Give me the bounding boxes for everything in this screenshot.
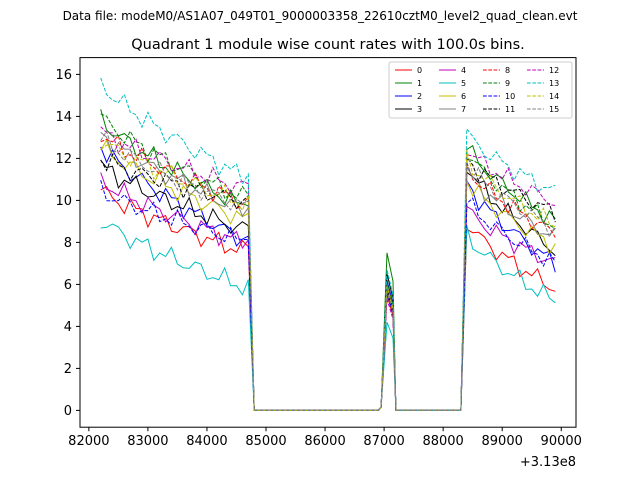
x-tick-label: 83000 bbox=[127, 434, 168, 449]
x-tick-label: 89000 bbox=[482, 434, 523, 449]
series-line-2 bbox=[100, 146, 556, 411]
chart-suptitle: Data file: modeM0/AS1A07_049T01_90000033… bbox=[63, 9, 578, 23]
legend-label-1: 1 bbox=[417, 79, 422, 88]
legend-label-13: 13 bbox=[549, 79, 559, 88]
series-line-9 bbox=[100, 113, 556, 411]
y-tick-label: 14 bbox=[55, 110, 72, 125]
x-tick-label: 88000 bbox=[422, 434, 463, 449]
legend-label-2: 2 bbox=[417, 92, 422, 101]
y-tick-label: 12 bbox=[55, 152, 72, 167]
x-tick-label: 82000 bbox=[68, 434, 109, 449]
y-tick-label: 2 bbox=[64, 362, 72, 377]
y-axis: 0 2 4 6 8 10 12 14 16 bbox=[55, 68, 80, 419]
legend-label-9: 9 bbox=[505, 79, 510, 88]
x-tick-label: 90000 bbox=[541, 434, 582, 449]
series-line-4 bbox=[100, 172, 556, 411]
series-line-6 bbox=[100, 139, 556, 411]
x-axis: 82000 83000 84000 85000 86000 87000 88000 89000… bbox=[68, 427, 582, 449]
series-line-15 bbox=[100, 129, 556, 411]
series-line-8 bbox=[100, 134, 556, 411]
x-offset-label: +3.13e8 bbox=[520, 455, 576, 470]
legend-label-0: 0 bbox=[417, 66, 422, 75]
x-tick-label: 87000 bbox=[363, 434, 404, 449]
x-tick-label: 86000 bbox=[304, 434, 345, 449]
legend-label-4: 4 bbox=[461, 66, 466, 75]
legend-label-3: 3 bbox=[417, 105, 422, 114]
y-tick-label: 6 bbox=[64, 278, 72, 293]
series-line-1 bbox=[100, 109, 556, 411]
legend-box bbox=[388, 61, 573, 119]
y-tick-label: 8 bbox=[64, 236, 72, 251]
x-tick-label: 84000 bbox=[186, 434, 227, 449]
legend-label-12: 12 bbox=[549, 66, 559, 75]
series-line-14 bbox=[100, 143, 556, 411]
y-tick-label: 4 bbox=[64, 320, 72, 335]
y-tick-label: 10 bbox=[55, 194, 72, 209]
series-line-12 bbox=[100, 126, 556, 411]
series-line-0 bbox=[100, 186, 556, 411]
legend-label-5: 5 bbox=[461, 79, 466, 88]
y-tick-label: 0 bbox=[64, 404, 72, 419]
y-tick-label: 16 bbox=[55, 68, 72, 83]
series-line-13 bbox=[100, 77, 556, 411]
legend-label-10: 10 bbox=[505, 92, 515, 101]
legend-label-7: 7 bbox=[461, 105, 466, 114]
x-tick-label: 85000 bbox=[245, 434, 286, 449]
series-line-5 bbox=[100, 223, 556, 411]
chart-title: Quadrant 1 module wise count rates with … bbox=[131, 37, 525, 53]
legend-label-14: 14 bbox=[549, 92, 559, 101]
legend-label-6: 6 bbox=[461, 92, 466, 101]
legend-label-8: 8 bbox=[505, 66, 510, 75]
series-line-10 bbox=[100, 180, 556, 411]
legend-label-15: 15 bbox=[549, 105, 559, 114]
plot-lines bbox=[100, 77, 556, 411]
legend-label-11: 11 bbox=[505, 105, 515, 114]
